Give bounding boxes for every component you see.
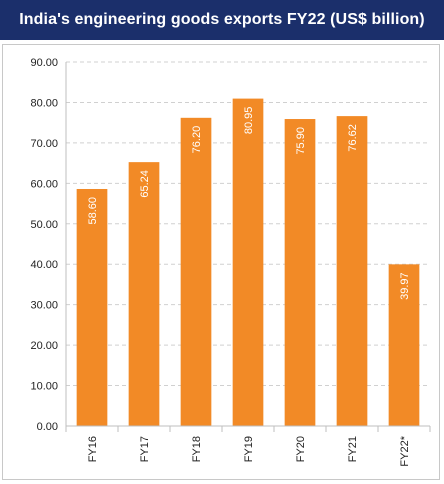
y-tick-label: 60.00 — [30, 178, 58, 190]
y-tick-label: 30.00 — [30, 300, 58, 312]
x-category-label: FY19 — [243, 436, 255, 462]
y-tick-label: 80.00 — [30, 97, 58, 109]
data-label: 65.24 — [139, 170, 151, 198]
bar — [336, 116, 368, 426]
data-label: 76.62 — [347, 124, 359, 152]
chart-title-bar: India's engineering goods exports FY22 (… — [0, 0, 444, 40]
x-category-label: FY20 — [295, 436, 307, 462]
data-label: 39.97 — [399, 272, 411, 300]
data-label: 76.20 — [191, 126, 203, 154]
y-tick-label: 50.00 — [30, 219, 58, 231]
bar — [76, 188, 108, 426]
bar — [232, 98, 264, 426]
bars: 58.60 65.24 76.20 80.95 75.90 76.62 39.97 — [76, 98, 420, 427]
y-tick-label: 40.00 — [30, 259, 58, 271]
bar — [128, 162, 160, 426]
y-tick-label: 0.00 — [37, 421, 58, 433]
x-category-label: FY21 — [347, 436, 359, 462]
x-category-label: FY16 — [87, 436, 99, 462]
x-category-label: FY18 — [191, 436, 203, 462]
data-label: 58.60 — [87, 197, 99, 225]
data-label: 80.95 — [243, 107, 255, 135]
x-category-label: FY22* — [399, 435, 411, 466]
y-axis: 0.00 10.00 20.00 30.00 40.00 50.00 60.00 70.00 8… — [30, 57, 67, 433]
x-axis: FY16 FY17 FY18 FY19 FY20 FY21 FY22* — [65, 425, 431, 467]
y-tick-label: 90.00 — [30, 57, 58, 69]
data-label: 75.90 — [295, 127, 307, 155]
bar — [284, 119, 316, 426]
chart-frame — [2, 44, 440, 480]
y-tick-label: 70.00 — [30, 138, 58, 150]
bar — [180, 117, 212, 427]
bar — [388, 264, 420, 426]
y-tick-label: 20.00 — [30, 340, 58, 352]
chart-title: India's engineering goods exports FY22 (… — [19, 11, 425, 28]
y-tick-label: 10.00 — [30, 381, 58, 393]
x-category-label: FY17 — [139, 436, 151, 462]
